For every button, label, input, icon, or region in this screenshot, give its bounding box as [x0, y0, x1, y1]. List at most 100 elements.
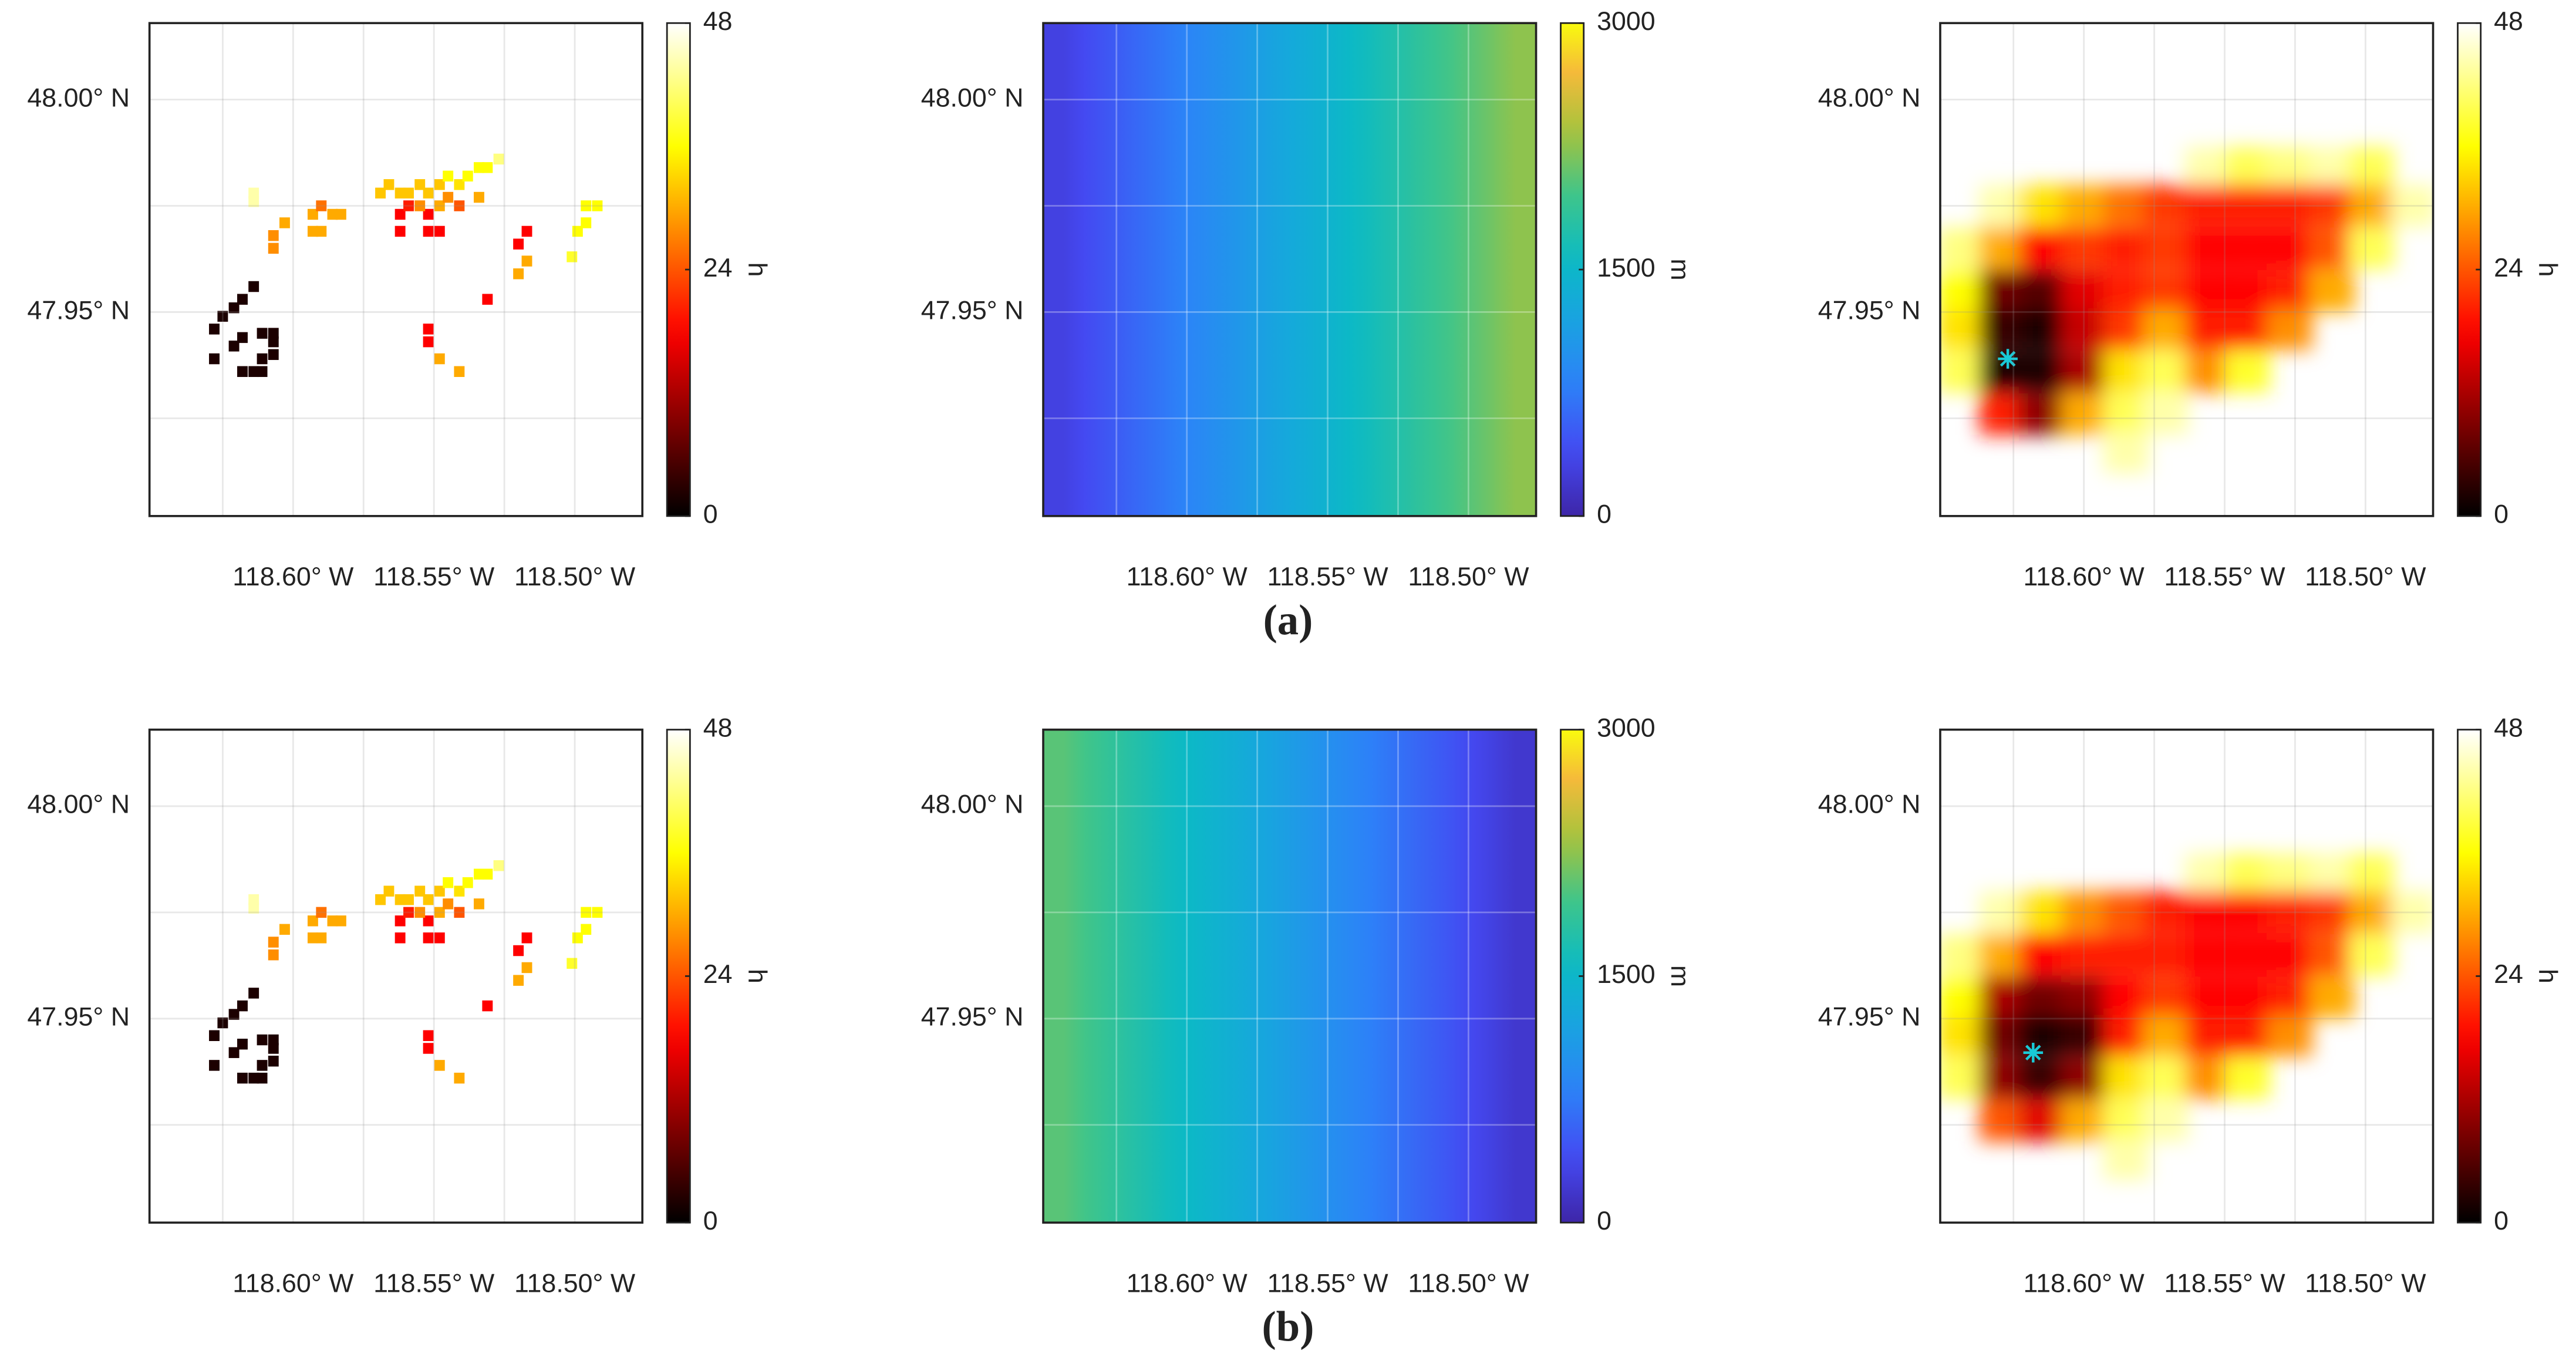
cell — [248, 281, 259, 292]
field-cell — [2267, 934, 2312, 976]
field-cell — [2184, 185, 2231, 227]
y-tick-label: 48.00° N — [1818, 83, 1921, 112]
field-cell — [2143, 270, 2189, 312]
cell — [209, 324, 220, 335]
colorbar-label: h — [2533, 262, 2562, 277]
colorbar-tick-label: 0 — [2494, 500, 2508, 529]
map-panel: 47.95° N 48.00° N 118.60° W 118.55° W 118.50… — [921, 6, 1695, 591]
field-cell — [2018, 351, 2065, 393]
elevation-column — [1330, 729, 1372, 1223]
field-cell — [2103, 1100, 2149, 1141]
cell — [248, 366, 259, 378]
cell — [493, 860, 504, 871]
smoothed-field — [1940, 853, 2433, 1180]
x-tick-label: 118.60° W — [1127, 562, 1248, 591]
x-tick-label: 118.60° W — [1127, 1268, 1248, 1298]
field-cell — [2184, 976, 2231, 1018]
field-cell — [2143, 227, 2189, 270]
field-cell — [1979, 1015, 2025, 1057]
cell — [482, 294, 493, 305]
map-panel: 47.95° N 48.00° N 118.60° W 118.55° W 118.50… — [27, 713, 772, 1298]
data-layer — [209, 153, 603, 378]
field-cell — [2309, 853, 2355, 895]
field-cell — [2267, 1015, 2312, 1057]
field-cell — [1979, 351, 2025, 393]
cell — [513, 975, 524, 986]
field-cell — [2184, 147, 2231, 188]
cell — [592, 200, 603, 211]
cell — [307, 208, 318, 220]
field-cell — [2309, 891, 2355, 934]
elevation-column — [1248, 23, 1290, 516]
cell — [434, 179, 445, 190]
field-cell — [2103, 1015, 2149, 1057]
elevation-column — [1454, 23, 1496, 516]
elevation-column — [1495, 23, 1536, 516]
field-cell — [2348, 934, 2394, 976]
field-cell — [2018, 227, 2065, 270]
field-cell — [1979, 976, 2025, 1018]
field-cell — [2061, 393, 2107, 435]
field-cell — [2309, 934, 2355, 976]
map-panel: 47.95° N 48.00° N 118.60° W 118.55° W 118.50… — [1818, 6, 2563, 591]
cell — [403, 894, 414, 905]
y-tick-label: 48.00° N — [27, 790, 130, 819]
field-cell — [2143, 393, 2189, 435]
field-cell — [1979, 308, 2025, 350]
field-cell — [2267, 853, 2312, 895]
y-tick-label: 48.00° N — [1818, 790, 1921, 819]
field-cell — [2061, 1015, 2107, 1057]
cell — [581, 907, 592, 918]
field-cell — [2061, 1100, 2107, 1141]
field-cell — [2267, 270, 2312, 312]
field-cell — [2103, 1057, 2149, 1099]
colorbar-tick-label: 3000 — [1597, 713, 1655, 742]
x-tick-label: 118.60° W — [2024, 1268, 2145, 1298]
cell — [434, 932, 445, 944]
cell — [521, 962, 532, 974]
field-cell — [2018, 185, 2065, 227]
field-cell — [1979, 891, 2025, 934]
colorbar-label: h — [2533, 969, 2562, 984]
field-cell — [2103, 934, 2149, 976]
field-cell — [2309, 227, 2355, 270]
field-cell — [2309, 147, 2355, 188]
cell — [572, 225, 583, 237]
cell — [375, 187, 386, 199]
cell — [257, 328, 268, 339]
cell — [316, 225, 327, 237]
field-cell — [2103, 308, 2149, 350]
cell — [268, 328, 279, 339]
colorbar-label: m — [1665, 258, 1695, 280]
cell — [268, 1055, 279, 1067]
field-cell — [2184, 934, 2231, 976]
cell — [268, 336, 279, 348]
field-cell — [2143, 351, 2189, 393]
map-panel: 47.95° N 48.00° N 118.60° W 118.55° W 118.50… — [1818, 713, 2563, 1298]
colorbar-label: m — [1665, 965, 1695, 987]
cell — [473, 898, 484, 910]
cell — [454, 200, 465, 211]
cell — [443, 191, 454, 203]
field-cell — [2061, 891, 2107, 934]
cell — [521, 932, 532, 944]
field-cell — [2184, 351, 2231, 393]
cell — [228, 341, 240, 352]
cell — [434, 225, 445, 237]
field-cell — [2143, 891, 2189, 934]
elevation-column — [1454, 729, 1496, 1223]
cell — [592, 907, 603, 918]
x-tick-label: 118.50° W — [514, 1268, 636, 1298]
field-cell — [2267, 976, 2312, 1018]
field-cell — [2103, 431, 2149, 473]
cell — [513, 268, 524, 279]
cell — [423, 1043, 434, 1054]
cell — [493, 153, 504, 165]
x-tick-label: 118.50° W — [1408, 1268, 1529, 1298]
cell — [327, 915, 338, 927]
cell — [572, 932, 583, 944]
cell — [567, 958, 578, 969]
field-cell — [2348, 227, 2394, 270]
cell — [395, 932, 406, 944]
